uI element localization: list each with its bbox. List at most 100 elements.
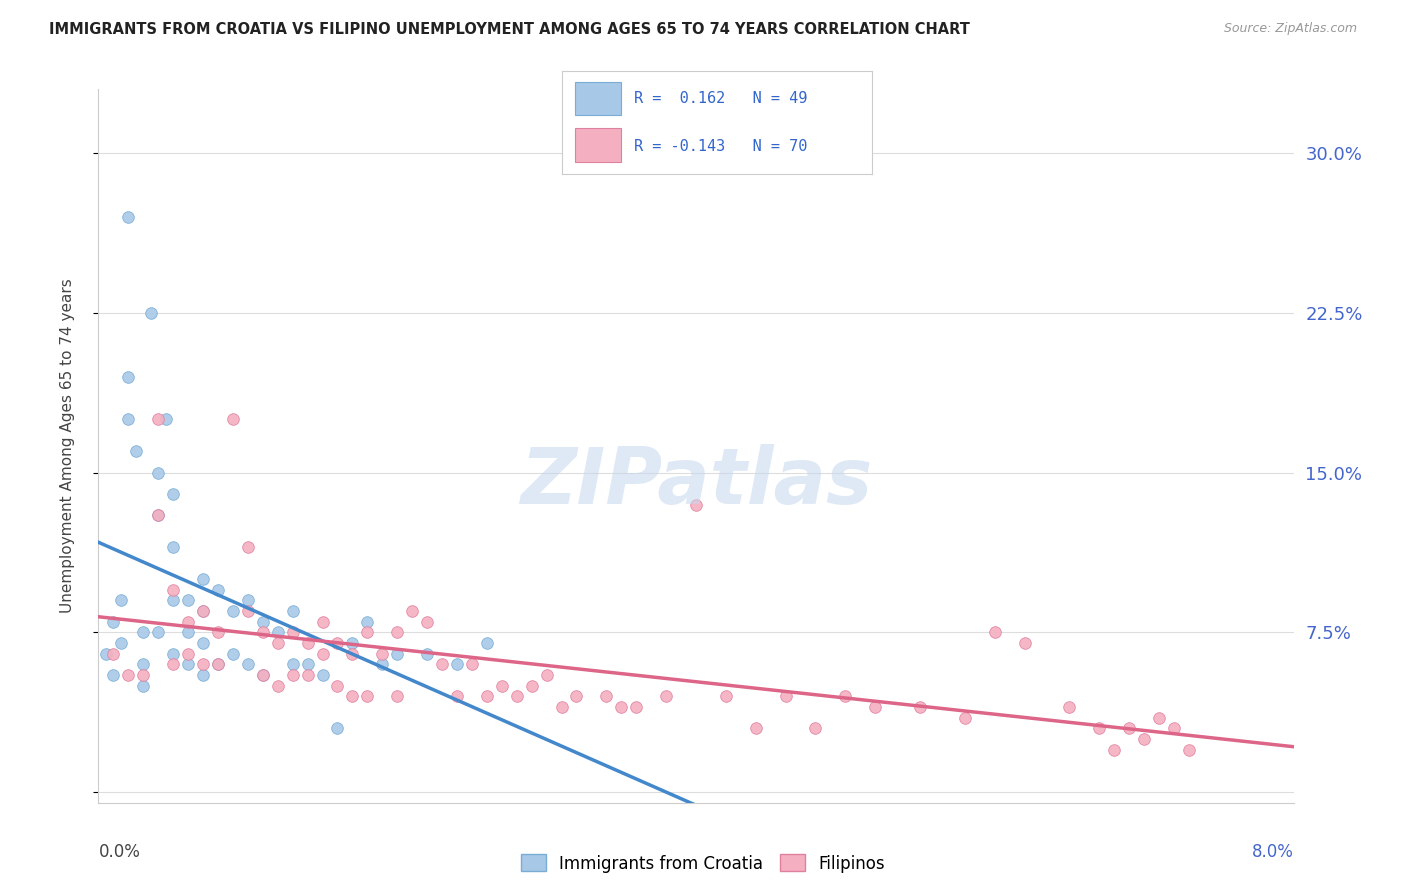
Point bbox=[610, 700, 633, 714]
Point bbox=[1118, 721, 1140, 735]
Point bbox=[252, 615, 274, 629]
Point bbox=[236, 657, 259, 672]
Point bbox=[162, 657, 184, 672]
Point bbox=[267, 636, 290, 650]
Legend: Immigrants from Croatia, Filipinos: Immigrants from Croatia, Filipinos bbox=[515, 847, 891, 880]
Text: ZIPatlas: ZIPatlas bbox=[520, 443, 872, 520]
Point bbox=[385, 690, 409, 704]
Point bbox=[446, 657, 468, 672]
Point bbox=[139, 306, 162, 320]
Point bbox=[1163, 721, 1185, 735]
Point bbox=[236, 604, 259, 618]
Point bbox=[475, 636, 498, 650]
Point bbox=[267, 679, 290, 693]
Point bbox=[162, 582, 184, 597]
Point bbox=[745, 721, 768, 735]
Point bbox=[117, 210, 139, 224]
Point bbox=[834, 690, 856, 704]
Point bbox=[125, 444, 148, 458]
Point bbox=[565, 690, 588, 704]
Point bbox=[356, 625, 378, 640]
Point bbox=[155, 412, 177, 426]
Point bbox=[297, 657, 319, 672]
Point bbox=[1059, 700, 1081, 714]
Point bbox=[191, 604, 214, 618]
Point bbox=[117, 369, 139, 384]
Point bbox=[252, 625, 274, 640]
Point bbox=[461, 657, 484, 672]
Text: Source: ZipAtlas.com: Source: ZipAtlas.com bbox=[1223, 22, 1357, 36]
Point bbox=[536, 668, 558, 682]
Point bbox=[117, 412, 139, 426]
Point bbox=[1133, 731, 1156, 746]
Point bbox=[207, 657, 229, 672]
Text: IMMIGRANTS FROM CROATIA VS FILIPINO UNEMPLOYMENT AMONG AGES 65 TO 74 YEARS CORRE: IMMIGRANTS FROM CROATIA VS FILIPINO UNEM… bbox=[49, 22, 970, 37]
Point bbox=[132, 679, 155, 693]
Point bbox=[311, 668, 333, 682]
Point bbox=[132, 657, 155, 672]
Point bbox=[252, 668, 274, 682]
Point bbox=[162, 540, 184, 554]
Point bbox=[191, 572, 214, 586]
Point bbox=[342, 636, 364, 650]
Point bbox=[148, 466, 170, 480]
Point bbox=[506, 690, 529, 704]
Point bbox=[222, 604, 245, 618]
Point bbox=[222, 412, 245, 426]
Point bbox=[207, 657, 229, 672]
Point bbox=[281, 657, 304, 672]
Point bbox=[714, 690, 737, 704]
Point bbox=[162, 487, 184, 501]
Point bbox=[132, 668, 155, 682]
Point bbox=[342, 647, 364, 661]
Point bbox=[94, 647, 117, 661]
Point bbox=[550, 700, 572, 714]
Point bbox=[191, 604, 214, 618]
Point bbox=[110, 636, 132, 650]
Point bbox=[177, 657, 200, 672]
Point bbox=[236, 593, 259, 607]
Point bbox=[148, 412, 170, 426]
Point bbox=[908, 700, 931, 714]
Text: R =  0.162   N = 49: R = 0.162 N = 49 bbox=[634, 91, 807, 106]
Point bbox=[356, 615, 378, 629]
Point bbox=[148, 508, 170, 523]
Point bbox=[207, 625, 229, 640]
Point bbox=[371, 657, 394, 672]
Point bbox=[326, 636, 349, 650]
Point bbox=[624, 700, 647, 714]
Point bbox=[416, 615, 439, 629]
Point bbox=[1014, 636, 1036, 650]
Point bbox=[491, 679, 513, 693]
Point bbox=[132, 625, 155, 640]
Y-axis label: Unemployment Among Ages 65 to 74 years: Unemployment Among Ages 65 to 74 years bbox=[60, 278, 75, 614]
Point bbox=[401, 604, 423, 618]
Point bbox=[385, 625, 409, 640]
Point bbox=[281, 604, 304, 618]
Point bbox=[1178, 742, 1201, 756]
Point bbox=[311, 647, 333, 661]
Point bbox=[207, 582, 229, 597]
Point bbox=[148, 508, 170, 523]
Point bbox=[1088, 721, 1111, 735]
Point bbox=[430, 657, 453, 672]
Point bbox=[191, 636, 214, 650]
Point bbox=[416, 647, 439, 661]
Point bbox=[311, 615, 333, 629]
Point bbox=[953, 710, 976, 724]
Point bbox=[685, 498, 707, 512]
Point bbox=[177, 647, 200, 661]
Point bbox=[252, 668, 274, 682]
Point bbox=[110, 593, 132, 607]
Point bbox=[326, 721, 349, 735]
Point bbox=[191, 668, 214, 682]
Point bbox=[162, 593, 184, 607]
Point bbox=[475, 690, 498, 704]
Point bbox=[148, 625, 170, 640]
Point bbox=[863, 700, 886, 714]
Point bbox=[177, 615, 200, 629]
Point bbox=[103, 647, 125, 661]
Point bbox=[191, 657, 214, 672]
Point bbox=[1102, 742, 1125, 756]
Point bbox=[297, 668, 319, 682]
